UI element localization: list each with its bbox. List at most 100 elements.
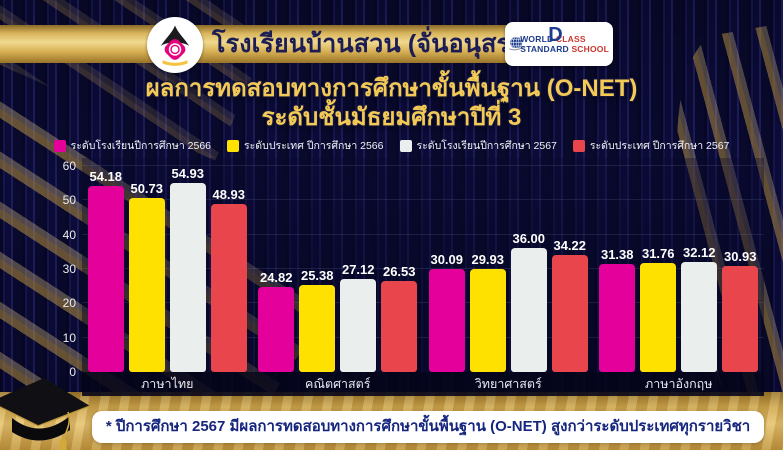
bar-value-label: 54.93 [171, 166, 205, 182]
bar-col-2-0: 30.09 [428, 251, 465, 372]
bar-value-label: 36.00 [512, 231, 546, 247]
wcs-big-d: D [548, 24, 563, 46]
bar-col-1-0: 24.82 [258, 269, 295, 372]
chart-title-line1: ผลการทดสอบทางการศึกษาขั้นพื้นฐาน (O-NET) [145, 75, 638, 102]
wcs-word-class: CLASS [555, 34, 586, 44]
bar [722, 265, 759, 372]
legend-label-2: ระดับโรงเรียนปีการศึกษา 2567 [416, 140, 557, 152]
y-tick-10: 10 [62, 330, 76, 345]
legend-label-1: ระดับประเทศ ปีการศึกษา 2566 [244, 140, 384, 152]
legend-item-2: ระดับโรงเรียนปีการศึกษา 2567 [399, 137, 557, 154]
bar [469, 269, 506, 372]
bar-col-0-0: 54.18 [87, 168, 124, 372]
bar-value-label: 31.76 [641, 245, 675, 261]
bar [299, 284, 336, 372]
bar-col-3-2: 32.12 [681, 244, 718, 372]
bar-col-3-0: 31.38 [599, 247, 636, 372]
bar-col-2-1: 29.93 [469, 252, 506, 372]
wcs-word-world: WORLD [520, 34, 554, 44]
bar-group-2: 30.09 29.93 36.00 34.22 [428, 166, 588, 372]
bar [510, 248, 547, 372]
bar-value-label: 31.38 [600, 247, 634, 263]
bar-value-label: 50.73 [130, 180, 164, 196]
school-crest-logo [147, 17, 203, 73]
globe-icon [509, 36, 525, 51]
y-tick-50: 50 [62, 193, 76, 208]
bar-value-label: 54.18 [89, 168, 123, 184]
wcs-word-school: SCHOOL [571, 44, 609, 54]
y-tick-30: 30 [62, 262, 76, 276]
bar-col-0-1: 50.73 [128, 180, 165, 372]
wcs-logo-text: WORLD CLASS STANDARD SCHOOL D [520, 25, 609, 54]
bar [381, 280, 418, 372]
bar-value-label: 32.12 [682, 244, 716, 260]
x-label-3: ภาษาอังกฤษ [644, 377, 713, 391]
legend-item-0: ระดับโรงเรียนปีการศึกษา 2566 [53, 137, 212, 154]
bar-value-label: 26.53 [382, 263, 416, 279]
bar-col-1-2: 27.12 [340, 261, 377, 372]
gridline-20 [82, 302, 764, 304]
bar-value-label: 25.38 [300, 267, 334, 283]
x-label-1: คณิตศาสตร์ [305, 377, 371, 391]
bar-group-3: 31.38 31.76 32.12 30.93 [599, 166, 759, 372]
bar [128, 197, 165, 372]
legend-label-3: ระดับประเทศ ปีการศึกษา 2567 [589, 140, 730, 152]
bar-value-label: 29.93 [471, 252, 505, 268]
bar [640, 262, 677, 372]
chart-title: ผลการทดสอบทางการศึกษาขั้นพื้นฐาน (O-NET)… [0, 74, 783, 132]
bar-col-0-2: 54.93 [169, 166, 206, 372]
legend-swatch-3 [572, 139, 585, 152]
bar-col-0-3: 48.93 [210, 187, 247, 372]
x-label-2: วิทยาศาสตร์ [474, 377, 542, 391]
bar-col-1-3: 26.53 [381, 263, 418, 372]
world-class-standard-school-logo: WORLD CLASS STANDARD SCHOOL D [505, 22, 613, 66]
bar-value-label: 30.93 [723, 248, 757, 264]
plot-area: 54.18 50.73 54.93 48.93 24.82 25.38 27.12 26.53… [82, 165, 764, 372]
bar-group-1: 24.82 25.38 27.12 26.53 [258, 166, 418, 372]
y-tick-60: 60 [62, 159, 76, 173]
bar-group-0: 54.18 50.73 54.93 48.93 [87, 166, 247, 372]
gridline-50 [82, 199, 764, 201]
bar-value-label: 30.09 [430, 251, 464, 267]
y-tick-20: 20 [62, 296, 76, 311]
school-name: โรงเรียนบ้านสวน (จั่นอนุสรณ์) [212, 30, 543, 58]
bar [87, 185, 124, 372]
footnote-banner: * ปีการศึกษา 2567 มีผลการทดสอบทางการศึกษ… [92, 411, 764, 443]
school-crest-icon [160, 25, 190, 66]
gridline-10 [82, 336, 764, 338]
bar [258, 286, 295, 372]
bar [340, 278, 377, 372]
y-tick-40: 40 [62, 227, 76, 242]
bar-col-2-3: 34.22 [551, 237, 588, 372]
bar [599, 264, 636, 372]
y-axis: 0 10 20 30 40 50 60 [44, 159, 76, 379]
graduation-cap-icon [0, 378, 90, 450]
y-tick-0: 0 [69, 365, 76, 379]
bar [428, 268, 465, 372]
bar [681, 261, 718, 372]
gridline-40 [82, 233, 764, 235]
legend-swatch-0 [53, 139, 66, 152]
wcs-word-standard: STANDARD [520, 44, 569, 54]
legend-swatch-1 [227, 139, 240, 152]
legend-swatch-2 [399, 139, 412, 152]
bar-value-label: 48.93 [212, 187, 246, 203]
bar-value-label: 34.22 [553, 237, 587, 253]
bar-value-label: 27.12 [341, 261, 375, 277]
x-axis-labels: ภาษาไทย คณิตศาสตร์ วิทยาศาสตร์ ภาษาอังกฤษ [82, 372, 764, 396]
bar-col-1-1: 25.38 [299, 267, 336, 372]
legend-item-3: ระดับประเทศ ปีการศึกษา 2567 [572, 137, 730, 154]
bar [551, 254, 588, 372]
gridline-30 [82, 268, 764, 269]
legend: ระดับโรงเรียนปีการศึกษา 2566 ระดับประเทศ … [0, 137, 783, 154]
x-label-0: ภาษาไทย [141, 377, 194, 391]
chart-title-line2: ระดับชั้นมัธยมศึกษาปีที่ 3 [261, 104, 522, 131]
legend-label-0: ระดับโรงเรียนปีการศึกษา 2566 [70, 140, 212, 152]
bar-col-3-1: 31.76 [640, 245, 677, 372]
bar-value-label: 24.82 [259, 269, 293, 285]
bar [210, 204, 247, 372]
bar-groups: 54.18 50.73 54.93 48.93 24.82 25.38 27.12 26.53… [82, 166, 764, 372]
bar-col-3-3: 30.93 [722, 248, 759, 372]
bar [169, 183, 206, 372]
